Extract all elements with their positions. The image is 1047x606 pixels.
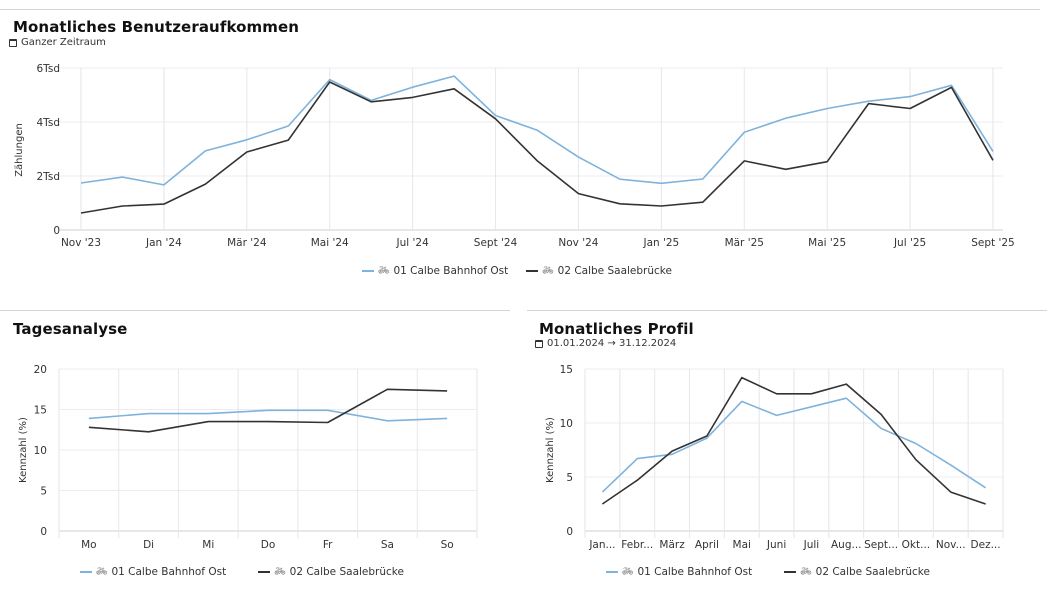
y-tick-label: 0	[566, 526, 573, 538]
panel-subtitle-date-range: 01.01.2024 → 31.12.2024	[535, 338, 676, 349]
x-tick-label: Febr...	[621, 539, 653, 551]
x-tick-label: Nov '23	[61, 237, 101, 249]
legend-item-series1[interactable]: 🚲︎ 01 Calbe Bahnhof Ost	[362, 265, 508, 277]
y-tick-label: 6Tsd	[37, 63, 61, 75]
y-axis-label: Zählungen	[14, 123, 25, 177]
bicycle-icon: 🚲︎	[622, 567, 634, 577]
legend-monthly-volume: 🚲︎ 01 Calbe Bahnhof Ost 🚲︎ 02 Calbe Saal…	[362, 265, 672, 277]
legend-label: 01 Calbe Bahnhof Ost	[393, 265, 509, 277]
legend-swatch	[784, 571, 797, 573]
x-tick-label: Juli	[803, 539, 820, 551]
top-divider	[0, 9, 1040, 10]
calendar-icon	[9, 38, 17, 47]
legend-item-series1[interactable]: 🚲︎ 01 Calbe Bahnhof Ost	[80, 566, 226, 578]
x-tick-label: Aug...	[831, 539, 862, 551]
y-tick-label: 5	[40, 486, 47, 498]
bicycle-icon: 🚲︎	[800, 567, 812, 577]
y-tick-label: 0	[40, 526, 47, 538]
legend-monthly-profile: 🚲︎ 01 Calbe Bahnhof Ost 🚲︎ 02 Calbe Saal…	[606, 566, 930, 578]
bicycle-icon: 🚲︎	[96, 567, 108, 577]
legend-item-series2[interactable]: 🚲︎ 02 Calbe Saalebrücke	[784, 566, 930, 578]
legend-swatch	[80, 571, 92, 573]
x-tick-label: Mär '24	[227, 237, 267, 249]
legend-item-series1[interactable]: 🚲︎ 01 Calbe Bahnhof Ost	[606, 566, 752, 578]
x-tick-label: Mo	[81, 539, 96, 551]
panel-title-daily-analysis: Tagesanalyse	[13, 320, 128, 338]
date-range-label: 01.01.2024 → 31.12.2024	[547, 338, 677, 349]
legend-swatch	[606, 571, 618, 573]
y-tick-label: 4Tsd	[37, 117, 61, 129]
x-tick-label: Nov '24	[558, 237, 598, 249]
x-tick-label: Do	[261, 539, 276, 551]
period-label: Ganzer Zeitraum	[21, 37, 106, 48]
x-tick-label: Sept...	[864, 539, 898, 551]
legend-swatch	[526, 270, 539, 272]
x-tick-label: Di	[143, 539, 154, 551]
x-tick-label: Sept '24	[474, 237, 518, 249]
legend-label: 01 Calbe Bahnhof Ost	[111, 566, 227, 578]
x-tick-label: Dez...	[971, 539, 1001, 551]
panel-title-monthly-volume: Monatliches Benutzeraufkommen	[13, 18, 300, 36]
y-tick-label: 5	[566, 472, 573, 484]
x-tick-label: Fr	[323, 539, 333, 551]
y-tick-label: 15	[34, 405, 47, 417]
y-tick-label: 0	[53, 225, 60, 237]
legend-daily-analysis: 🚲︎ 01 Calbe Bahnhof Ost 🚲︎ 02 Calbe Saal…	[80, 566, 404, 578]
calendar-icon	[535, 339, 543, 348]
x-tick-label: Jan...	[588, 539, 615, 551]
bicycle-icon: 🚲︎	[542, 266, 554, 276]
x-tick-label: Jan '24	[145, 237, 182, 249]
x-tick-label: März	[659, 539, 685, 551]
x-tick-label: Sa	[381, 539, 394, 551]
x-tick-label: Mi	[202, 539, 214, 551]
legend-item-series2[interactable]: 🚲︎ 02 Calbe Saalebrücke	[258, 566, 404, 578]
legend-swatch	[258, 571, 271, 573]
legend-item-series2[interactable]: 🚲︎ 02 Calbe Saalebrücke	[526, 265, 672, 277]
y-axis-label: Kennzahl (%)	[545, 417, 556, 483]
legend-swatch	[362, 270, 374, 272]
x-tick-label: Jul '24	[396, 237, 430, 249]
bicycle-icon: 🚲︎	[378, 266, 390, 276]
y-tick-label: 2Tsd	[37, 171, 61, 183]
x-tick-label: Mai '25	[808, 237, 846, 249]
x-tick-label: So	[441, 539, 454, 551]
legend-label: 02 Calbe Saalebrücke	[815, 566, 930, 578]
right-panel-divider	[527, 310, 1047, 311]
x-tick-label: Jul '25	[893, 237, 926, 249]
left-panel-divider	[0, 310, 510, 311]
x-tick-label: Jan '25	[642, 237, 679, 249]
x-tick-label: Mai '24	[311, 237, 349, 249]
panel-title-monthly-profile: Monatliches Profil	[539, 320, 694, 338]
x-tick-label: Mär '25	[725, 237, 764, 249]
legend-label: 02 Calbe Saalebrücke	[557, 265, 672, 277]
x-tick-label: Okt...	[902, 539, 930, 551]
x-tick-label: Nov...	[936, 539, 966, 551]
bicycle-icon: 🚲︎	[274, 567, 286, 577]
series-line-2	[601, 376, 986, 505]
legend-label: 01 Calbe Bahnhof Ost	[637, 566, 753, 578]
y-tick-label: 10	[34, 445, 47, 457]
x-tick-label: April	[695, 539, 719, 551]
legend-label: 02 Calbe Saalebrücke	[289, 566, 404, 578]
y-axis-label: Kennzahl (%)	[18, 417, 29, 483]
y-tick-label: 20	[34, 364, 47, 376]
x-tick-label: Juni	[766, 539, 786, 551]
x-tick-label: Mai	[733, 539, 751, 551]
y-tick-label: 10	[560, 418, 573, 430]
y-tick-label: 15	[560, 364, 573, 376]
x-tick-label: Sept '25	[971, 237, 1015, 249]
panel-subtitle-period: Ganzer Zeitraum	[9, 37, 106, 48]
